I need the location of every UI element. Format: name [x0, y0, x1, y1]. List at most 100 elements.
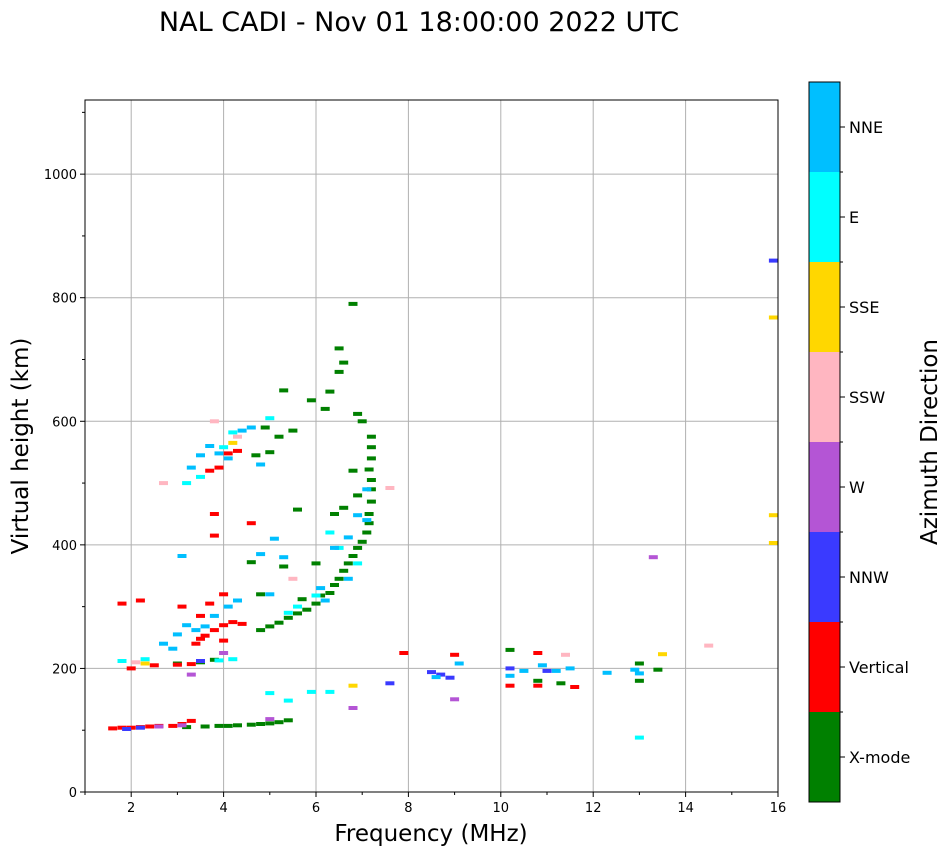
echo-point-ssw [385, 486, 395, 490]
echo-point-e [325, 530, 335, 535]
echo-point-nnw [427, 670, 436, 675]
echo-point-x-mode [556, 681, 566, 686]
echo-point-x-mode [353, 545, 363, 550]
colorbar-label: X-mode [849, 748, 910, 767]
echo-point-e [214, 658, 224, 663]
echo-point-nne [316, 586, 326, 591]
echo-point-e [117, 659, 127, 663]
echo-point-nne [237, 428, 247, 433]
echo-point-nne [196, 453, 205, 458]
echo-point-x-mode [279, 564, 289, 569]
echo-point-nne [279, 555, 289, 560]
echo-point-x-mode [223, 723, 233, 728]
x-axis-label: Frequency (MHz) [334, 821, 527, 847]
echo-point-vertical [233, 448, 242, 453]
echo-point-x-mode [366, 487, 376, 492]
x-tick-label: 10 [493, 801, 510, 816]
echo-point-x-mode [265, 450, 275, 455]
echo-point-x-mode [274, 434, 284, 439]
echo-point-x-mode [297, 597, 307, 602]
echo-point-x-mode [306, 398, 316, 403]
echo-point-e [196, 474, 205, 479]
echo-point-nne [630, 667, 640, 672]
echo-point-e [353, 561, 363, 566]
echo-point-nnw [445, 675, 455, 680]
echo-point-x-mode [343, 561, 353, 566]
echo-point-x-mode [357, 539, 367, 544]
y-tick-label: 1000 [44, 168, 77, 183]
echo-point-nne [602, 670, 612, 675]
echo-point-w [265, 717, 275, 722]
echo-point-nne [320, 598, 330, 603]
echo-point-nne [159, 641, 168, 646]
echo-point-vertical [145, 724, 155, 729]
echo-point-nne [565, 666, 575, 671]
echo-point-vertical [126, 725, 136, 730]
echo-point-w [219, 651, 229, 655]
colorbar-swatch [809, 532, 840, 622]
echo-point-vertical [209, 533, 219, 538]
echo-point-ssw [704, 643, 714, 648]
echo-point-e [283, 698, 293, 703]
echo-point-vertical [135, 598, 145, 603]
echo-point-nne [256, 552, 266, 557]
grid-lines [85, 100, 779, 793]
echo-point-x-mode [353, 493, 363, 498]
echo-point-vertical [209, 628, 219, 633]
colorbar-frame [808, 81, 841, 803]
echo-point-nne [200, 624, 210, 629]
echo-point-nne [362, 518, 372, 523]
x-tick-label: 12 [585, 801, 602, 816]
echo-point-sse [228, 440, 238, 445]
echo-point-x-mode [339, 505, 349, 510]
echo-point-x-mode [293, 611, 302, 616]
echo-point-nne [214, 451, 224, 456]
chart-title: NAL CADI - Nov 01 18:00:00 2022 UTC [159, 7, 679, 38]
echo-point-sse [768, 513, 778, 518]
echo-point-vertical [450, 652, 460, 657]
echo-point-x-mode [302, 607, 312, 612]
colorbar-label: W [849, 478, 865, 497]
echo-point-vertical [228, 620, 238, 625]
echo-point-nne [431, 675, 441, 680]
colorbar-label: NNW [849, 568, 889, 587]
echo-point-vertical [570, 685, 580, 689]
echo-point-x-mode [265, 721, 275, 726]
echo-point-nne [519, 668, 529, 673]
echo-point-nne [186, 465, 196, 470]
echo-point-nne [256, 462, 266, 467]
echo-point-nnw [436, 672, 446, 677]
echo-point-nne [353, 513, 363, 518]
echo-point-x-mode [274, 620, 284, 625]
echo-point-e [293, 604, 302, 609]
colorbar-swatch [809, 442, 840, 532]
x-tick-label: 6 [312, 801, 320, 816]
echo-point-nne [454, 661, 464, 666]
echo-point-x-mode [233, 723, 242, 728]
echo-point-ssw [561, 652, 570, 657]
echo-point-x-mode [325, 389, 335, 394]
echo-point-vertical [214, 465, 224, 470]
x-tick-label: 4 [219, 801, 227, 816]
echo-point-vertical [399, 651, 409, 655]
echo-point-x-mode [348, 468, 358, 473]
y-tick-label: 0 [69, 786, 77, 801]
echo-point-x-mode [246, 560, 256, 565]
echo-point-vertical [117, 725, 127, 730]
echo-point-nne [209, 613, 219, 618]
colorbar-swatch [809, 352, 840, 442]
echo-point-e [283, 610, 293, 615]
echo-point-x-mode [334, 346, 344, 351]
echo-point-nne [223, 456, 233, 461]
echo-point-x-mode [246, 722, 256, 727]
echo-point-nne [172, 632, 182, 637]
echo-point-nne [223, 604, 233, 609]
echo-point-ssw [209, 419, 219, 424]
echo-point-e [140, 657, 150, 662]
echo-point-x-mode [364, 467, 374, 472]
echo-point-x-mode [288, 428, 298, 433]
colorbar: X-mode Vertical NNW W SSW SSE E NNE [808, 81, 910, 803]
echo-point-vertical [191, 641, 201, 646]
echo-point-nne [330, 545, 339, 550]
